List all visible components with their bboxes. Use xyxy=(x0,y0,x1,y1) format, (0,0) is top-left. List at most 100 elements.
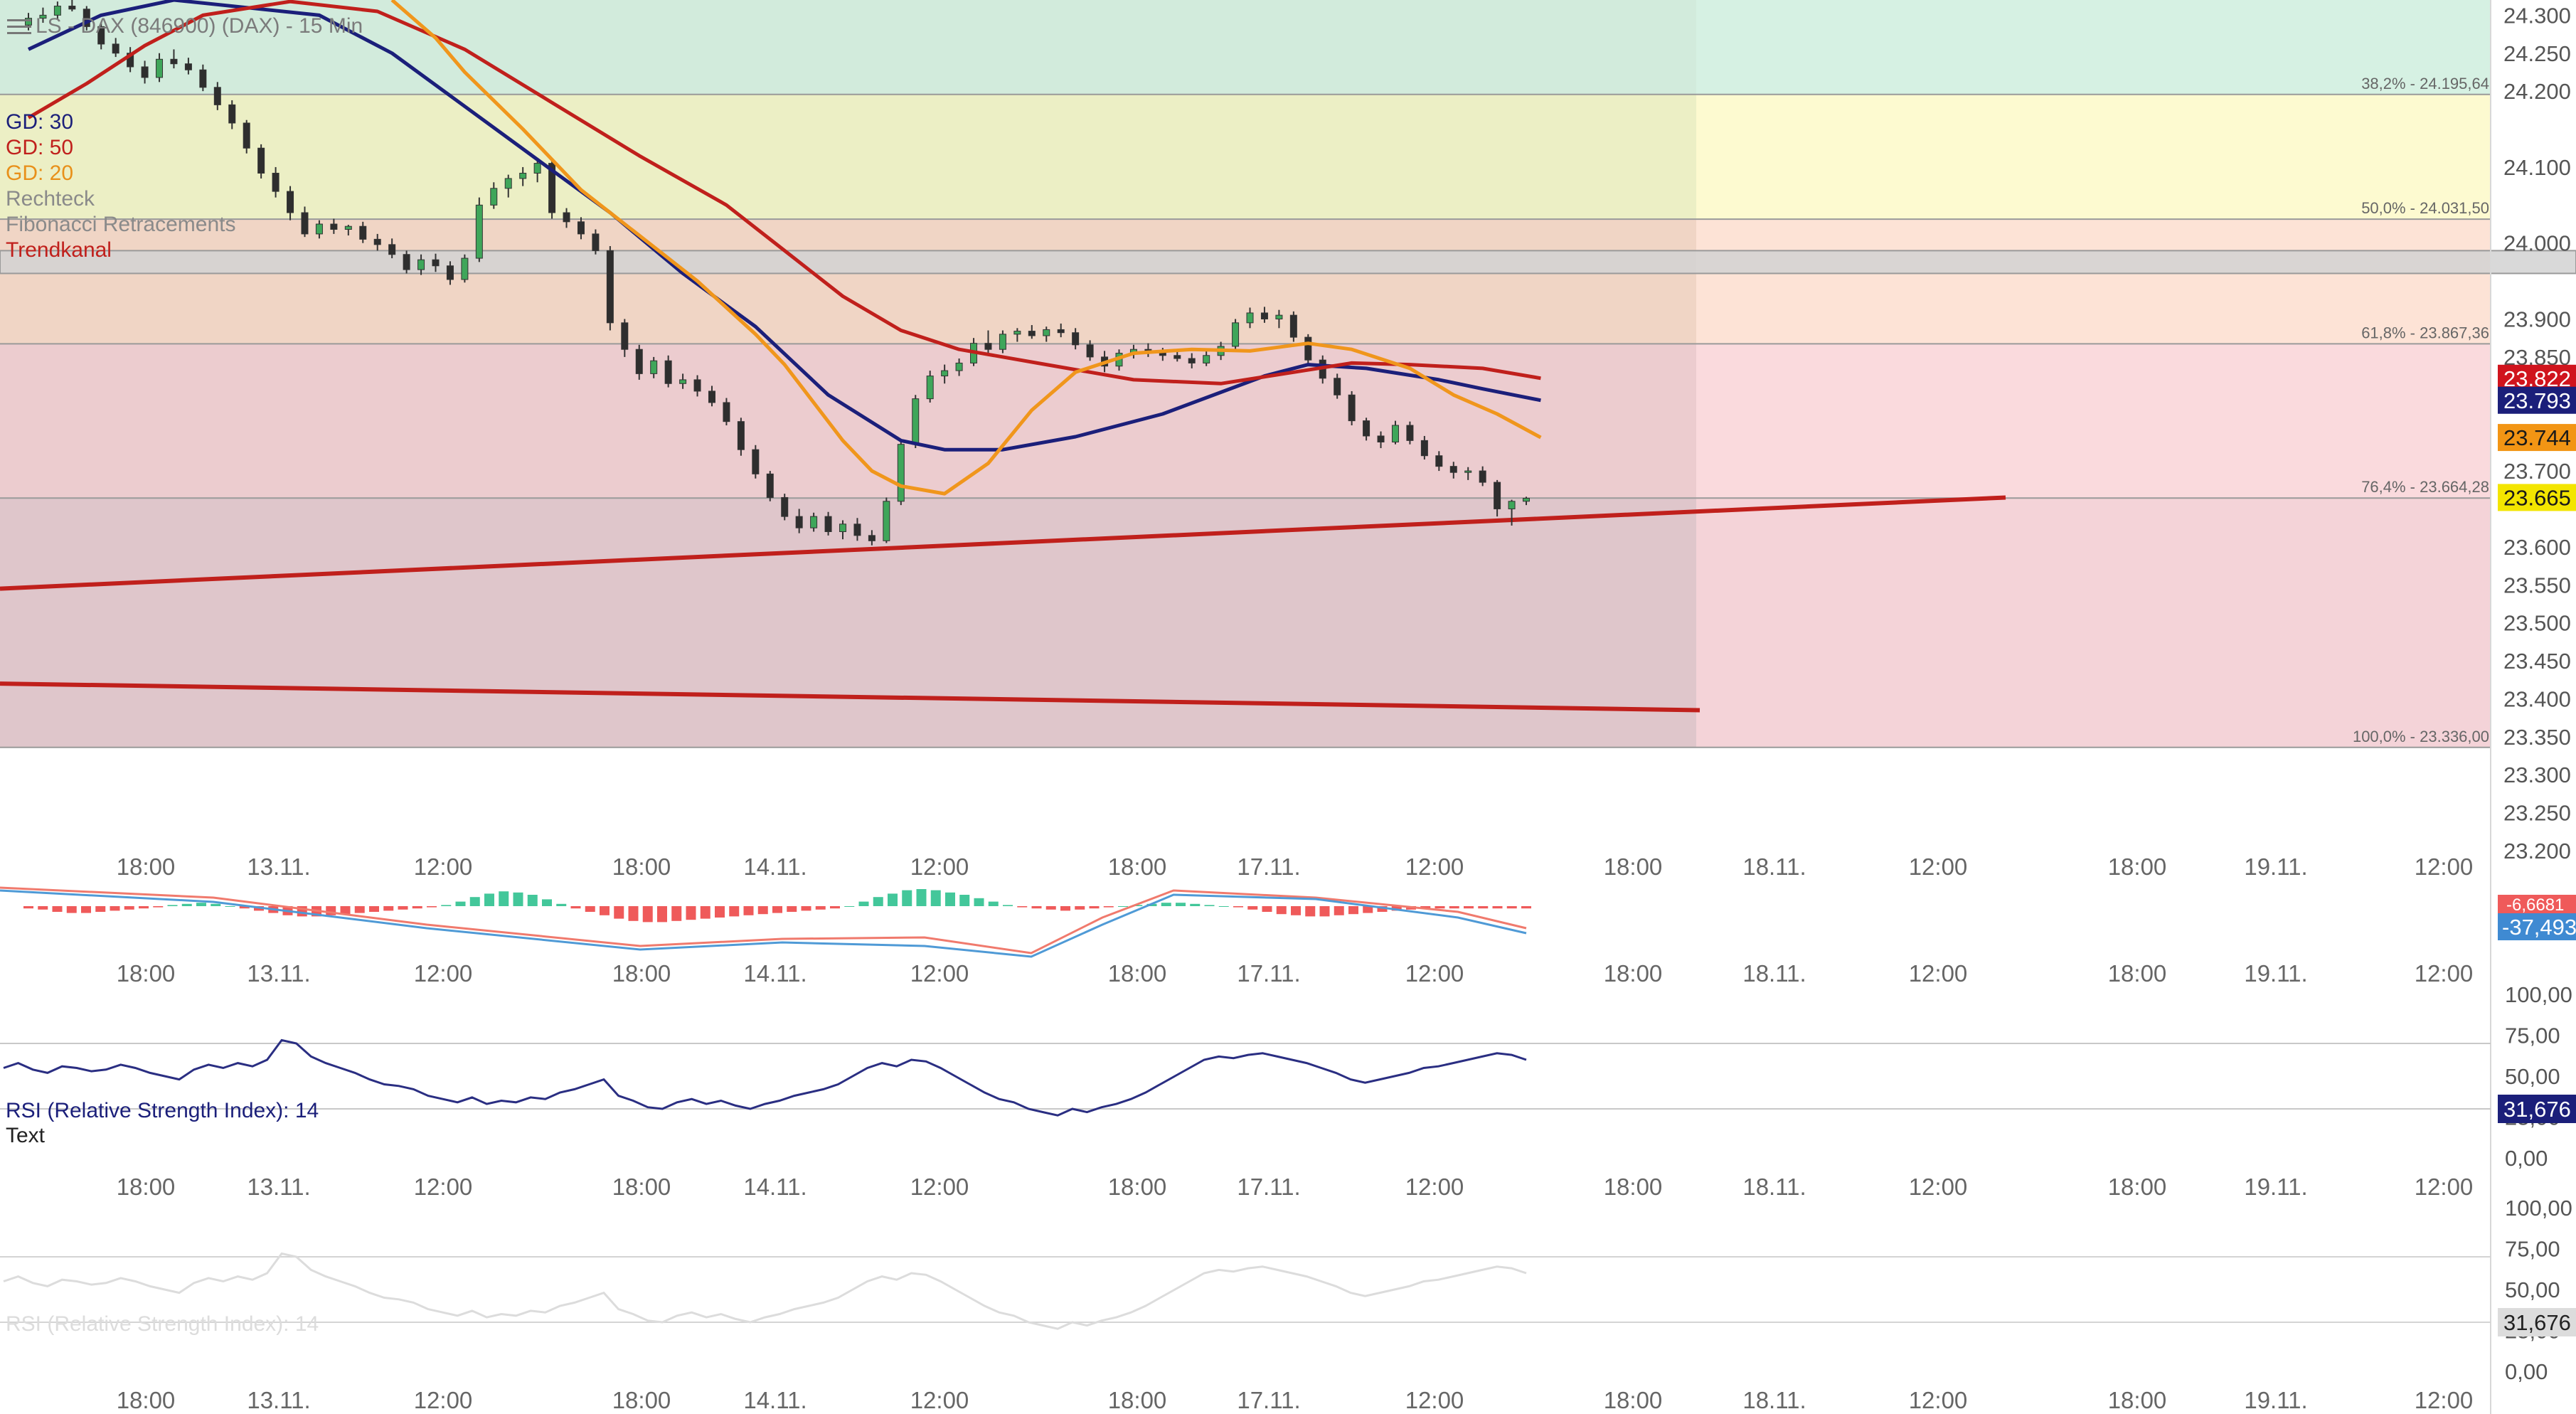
candle[interactable] xyxy=(170,49,178,69)
candle[interactable] xyxy=(883,497,890,543)
candle[interactable] xyxy=(1523,496,1530,506)
macd-signal-line[interactable] xyxy=(0,889,1527,958)
candle[interactable] xyxy=(1275,309,1283,329)
candle[interactable] xyxy=(1494,479,1501,517)
candle[interactable] xyxy=(868,530,875,546)
candle[interactable] xyxy=(315,220,323,239)
candle[interactable] xyxy=(839,520,847,540)
candle[interactable] xyxy=(228,100,236,129)
candle[interactable] xyxy=(403,250,410,274)
candle[interactable] xyxy=(272,166,280,198)
legend-trendkanal[interactable]: Trendkanal xyxy=(6,238,112,262)
candle[interactable] xyxy=(53,1,61,19)
candle[interactable] xyxy=(693,375,701,397)
candle[interactable] xyxy=(1289,311,1297,342)
candle[interactable] xyxy=(243,119,250,154)
candle[interactable] xyxy=(664,355,672,388)
candle[interactable] xyxy=(577,217,585,240)
candle[interactable] xyxy=(1334,373,1341,399)
legend-gd20[interactable]: GD: 20 xyxy=(6,161,74,185)
candle[interactable] xyxy=(810,512,818,532)
rechteck-band[interactable] xyxy=(0,250,2576,275)
candle[interactable] xyxy=(1232,319,1240,350)
candle[interactable] xyxy=(388,238,396,259)
candle[interactable] xyxy=(156,53,164,83)
candle[interactable] xyxy=(373,233,381,251)
candle[interactable] xyxy=(1072,328,1080,350)
candle[interactable] xyxy=(301,206,309,238)
candle[interactable] xyxy=(1508,499,1516,526)
candle[interactable] xyxy=(795,509,803,533)
candle[interactable] xyxy=(68,0,76,12)
candle[interactable] xyxy=(83,6,90,31)
candle[interactable] xyxy=(897,440,905,506)
candle[interactable] xyxy=(635,344,643,380)
candle[interactable] xyxy=(1028,325,1036,339)
candle[interactable] xyxy=(984,330,992,354)
legend-gd50[interactable]: GD: 50 xyxy=(6,136,74,159)
rsi-text-label[interactable]: Text xyxy=(6,1124,46,1147)
trend-channel-lower[interactable] xyxy=(0,681,1701,713)
candle[interactable] xyxy=(213,82,221,110)
rsi2-value-badge[interactable]: 31,676 xyxy=(2498,1308,2576,1336)
legend-fibonacci[interactable]: Fibonacci Retracements xyxy=(6,213,236,236)
candle[interactable] xyxy=(1348,390,1356,425)
candle[interactable] xyxy=(97,23,105,50)
candle[interactable] xyxy=(184,58,192,75)
candle[interactable] xyxy=(359,221,367,243)
candle[interactable] xyxy=(1420,435,1428,460)
candle[interactable] xyxy=(708,386,715,407)
candle[interactable] xyxy=(1406,421,1414,445)
candle[interactable] xyxy=(1363,418,1371,441)
price-badge[interactable]: 23.665 xyxy=(2498,484,2576,511)
candle[interactable] xyxy=(344,225,352,236)
candle[interactable] xyxy=(446,261,454,285)
candle[interactable] xyxy=(330,218,338,234)
trend-channel-upper[interactable] xyxy=(0,495,2006,591)
candle[interactable] xyxy=(766,471,774,501)
candle[interactable] xyxy=(432,253,440,272)
candle[interactable] xyxy=(621,319,629,357)
candle[interactable] xyxy=(1449,462,1457,479)
candle[interactable] xyxy=(1391,420,1399,445)
candle[interactable] xyxy=(461,254,469,283)
candle[interactable] xyxy=(650,356,658,378)
candle[interactable] xyxy=(679,373,687,389)
candle[interactable] xyxy=(1246,307,1254,329)
candle[interactable] xyxy=(1057,323,1065,338)
candle[interactable] xyxy=(1188,353,1196,368)
chart-title[interactable]: LS - DAX (846900) (DAX) - 15 Min xyxy=(7,14,363,38)
candle[interactable] xyxy=(141,60,149,84)
candle[interactable] xyxy=(563,208,570,228)
candle[interactable] xyxy=(955,358,963,376)
candle[interactable] xyxy=(199,64,207,92)
candle[interactable] xyxy=(1464,467,1472,480)
candle[interactable] xyxy=(941,364,949,384)
gd50-line[interactable] xyxy=(27,0,1541,386)
candle[interactable] xyxy=(824,511,832,536)
candle[interactable] xyxy=(592,229,600,255)
candle[interactable] xyxy=(606,245,614,331)
candle[interactable] xyxy=(1260,307,1268,323)
legend-rechteck[interactable]: Rechteck xyxy=(6,187,95,211)
candle[interactable] xyxy=(1203,351,1210,366)
candle[interactable] xyxy=(912,395,920,449)
rsi-label[interactable]: RSI (Relative Strength Index): 14 xyxy=(6,1099,319,1122)
candle[interactable] xyxy=(999,330,1006,354)
candle[interactable] xyxy=(853,518,861,541)
price-badge[interactable]: 23.793 xyxy=(2498,386,2576,414)
candle[interactable] xyxy=(475,197,483,262)
candle[interactable] xyxy=(926,371,934,403)
candle[interactable] xyxy=(504,174,512,198)
candle[interactable] xyxy=(519,166,527,186)
rsi2-line[interactable] xyxy=(3,1252,1527,1330)
macd-line[interactable] xyxy=(0,886,1527,955)
candle[interactable] xyxy=(737,418,745,456)
macd-value-badge[interactable]: -37,493 xyxy=(2498,913,2576,940)
candle[interactable] xyxy=(1013,328,1021,342)
candle[interactable] xyxy=(287,186,294,220)
rsi-line[interactable] xyxy=(3,1038,1527,1117)
candle[interactable] xyxy=(1479,466,1486,487)
